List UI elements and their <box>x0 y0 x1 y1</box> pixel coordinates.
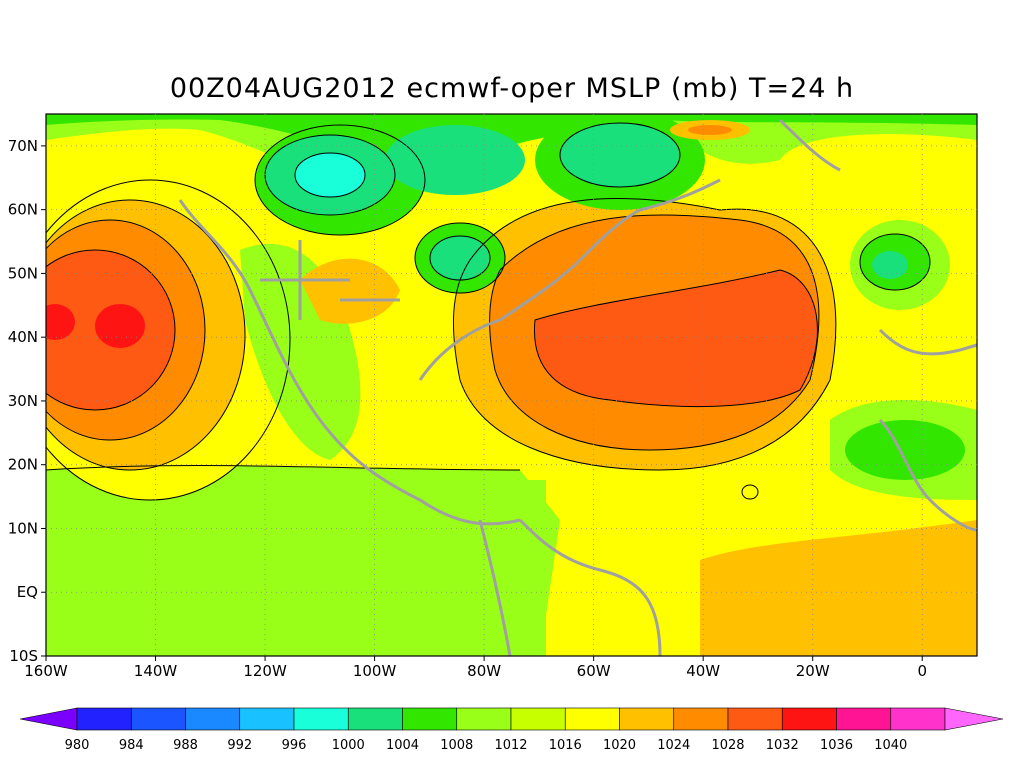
lat-tick-label: 10S <box>9 647 38 665</box>
colorbar-arrow-low <box>19 707 78 731</box>
lat-tick-label: EQ <box>17 583 38 601</box>
lat-tick-label: 30N <box>8 392 38 410</box>
lon-tick-label: 100W <box>353 662 397 680</box>
colorbar-swatch <box>130 707 186 731</box>
lon-tick-label: 120W <box>243 662 287 680</box>
colorbar-swatch <box>402 707 458 731</box>
colorbar-swatch <box>510 707 566 731</box>
lat-tick-label: 40N <box>8 328 38 346</box>
colorbar-label: 992 <box>227 738 252 753</box>
graticule <box>46 114 977 656</box>
colorbar-arrow-high <box>944 707 1004 731</box>
colorbar-swatch <box>293 707 349 731</box>
colorbar-label: 1036 <box>820 738 853 753</box>
lat-tick-label: 60N <box>8 201 38 219</box>
colorbar-label: 1016 <box>549 738 582 753</box>
colorbar-swatch <box>456 707 512 731</box>
lon-tick-label: 60W <box>577 662 611 680</box>
lat-tick-label: 70N <box>8 137 38 155</box>
map-title: 00Z04AUG2012 ecmwf-oper MSLP (mb) T=24 h <box>170 73 854 104</box>
lon-tick-label: 40W <box>686 662 720 680</box>
colorbar-label: 1004 <box>386 738 419 753</box>
plot-frame <box>45 113 978 657</box>
colorbar-swatch <box>347 707 403 731</box>
colorbar-label: 1000 <box>332 738 365 753</box>
colorbar-swatch <box>185 707 241 731</box>
colorbar-label: 1012 <box>494 738 527 753</box>
colorbar-swatch <box>673 707 729 731</box>
lon-tick-label: 160W <box>24 662 68 680</box>
lon-tick-label: 20W <box>796 662 830 680</box>
colorbar-label: 1032 <box>766 738 799 753</box>
pacific-high <box>46 180 290 500</box>
lat-tick-label: 10N <box>8 519 38 537</box>
colorbar: 980 984 988 992 996 1000 1004 1008 1012 1016 1020 1… <box>19 707 1004 753</box>
colorbar-swatch <box>564 707 620 731</box>
colorbar-swatch <box>239 707 295 731</box>
lat-tick-label: 50N <box>8 264 38 282</box>
colorbar-label: 988 <box>173 738 198 753</box>
lon-tick-label: 140W <box>134 662 178 680</box>
colorbar-swatch <box>727 707 783 731</box>
colorbar-swatch <box>781 707 837 731</box>
isobar-lines <box>46 122 931 501</box>
colorbar-label: 984 <box>119 738 144 753</box>
lat-tick-label: 20N <box>8 456 38 474</box>
colorbar-label: 1008 <box>440 738 473 753</box>
low-pressure-areas <box>46 114 977 500</box>
atlantic-high <box>453 198 836 470</box>
colorbar-swatch <box>836 707 892 731</box>
latitude-axis: 70N 60N 50N 40N 30N 20N 10N EQ 10S <box>8 137 46 665</box>
colorbar-label: 1028 <box>711 738 744 753</box>
colorbar-swatch <box>76 707 132 731</box>
colorbar-swatch <box>890 707 946 731</box>
colorbar-label: 996 <box>282 738 307 753</box>
colorbar-label: 980 <box>65 738 90 753</box>
colorbar-label: 1040 <box>874 738 907 753</box>
colorbar-swatch <box>619 707 675 731</box>
lon-tick-label: 80W <box>467 662 501 680</box>
colorbar-label: 1020 <box>603 738 636 753</box>
coastlines <box>178 118 977 656</box>
colorbar-label: 1024 <box>657 738 690 753</box>
pressure-field <box>46 114 977 656</box>
longitude-axis: 160W 140W 120W 100W 80W 60W 40W 20W 0 <box>24 656 927 680</box>
lon-tick-label: 0 <box>917 662 927 680</box>
